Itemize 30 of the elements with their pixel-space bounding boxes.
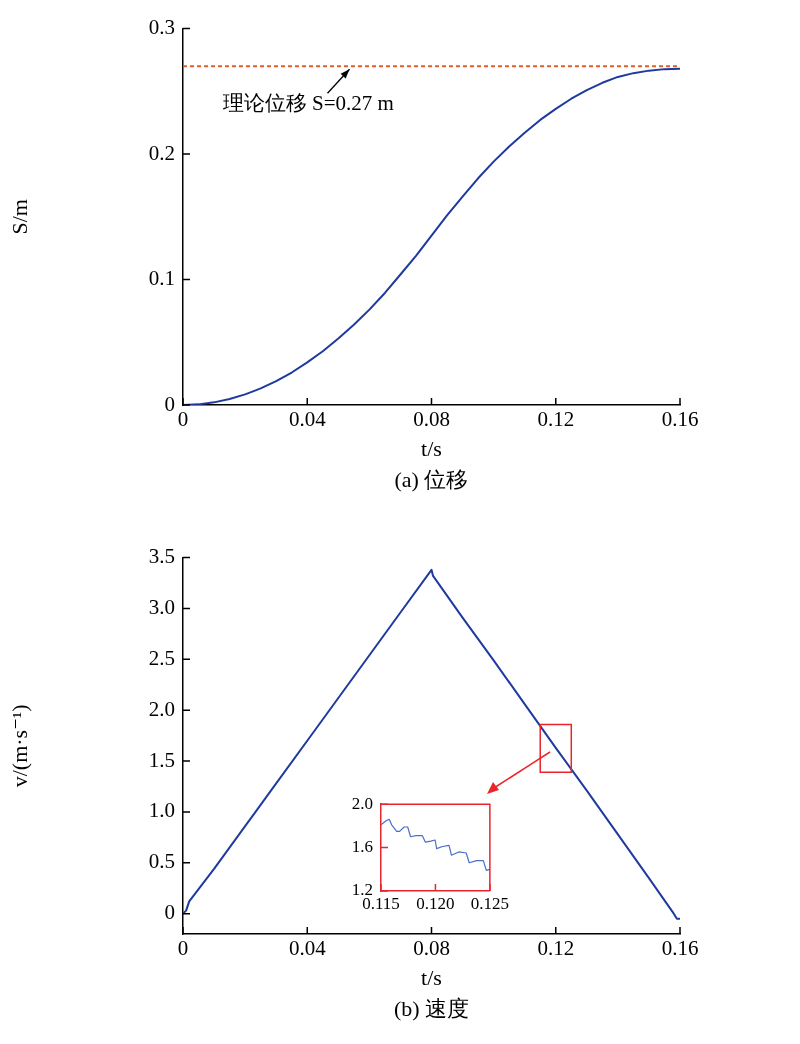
x-axis-title: t/s [421,964,442,990]
ref-line-label: 理论位移 S=0.27 m [222,91,394,116]
y-tick-label: 2.0 [148,696,175,721]
y-tick-label: 1.5 [148,747,175,772]
y-tick-label: 0 [164,391,175,416]
x-tick-label: 0.08 [413,407,450,432]
y-tick-label: 0.3 [148,15,175,40]
x-tick-label: 0.04 [288,407,327,432]
x-tick-label: 0.08 [413,936,450,961]
x-tick-label: 0.125 [470,893,509,913]
x-tick-label: 0.120 [416,893,455,913]
x-tick-label: 0.16 [661,407,699,432]
x-tick-label: 0.04 [288,936,327,961]
y-axis-title: v/(m·s⁻¹) [6,704,32,788]
y-tick-label: 2.5 [148,645,175,670]
y-tick-label: 1.0 [148,798,175,823]
y-tick-label: 0.2 [148,140,175,165]
x-axis-title: t/s [421,435,442,461]
y-tick-label: 0.5 [148,849,175,874]
y-tick-label: 0.1 [148,266,175,291]
text: (b) 速度 [392,995,471,1023]
y-tick-label: 2.0 [351,793,373,813]
y-tick-label: 3.0 [148,594,175,619]
y-axis-title: S/m [6,199,32,235]
y-tick-label: 1.6 [351,837,373,857]
x-tick-label: 0.16 [661,936,699,961]
x-tick-label: 0.12 [537,936,575,961]
x-tick-label: 0.12 [537,407,575,432]
y-tick-label: 3.5 [148,544,175,569]
text: (a) 位移 [393,466,470,494]
